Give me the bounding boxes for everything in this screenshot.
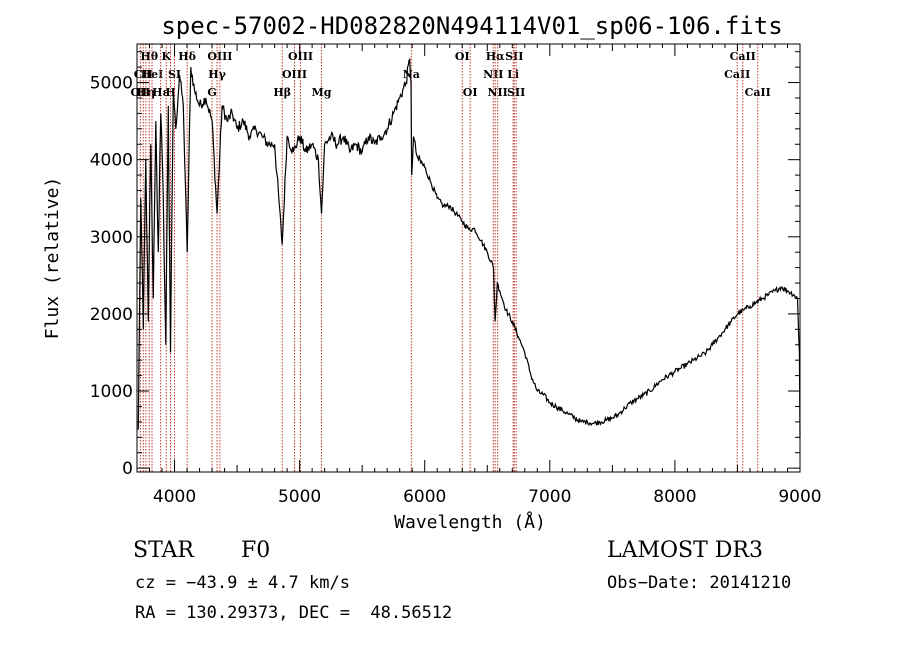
y-tick-label: 2000 xyxy=(90,305,133,325)
emission-line-label: Na xyxy=(403,68,420,81)
emission-line-label: Hγ xyxy=(208,68,226,81)
object-subclass: F0 xyxy=(241,538,271,563)
spectrum-line xyxy=(137,57,801,438)
emission-line-label: Li xyxy=(507,68,519,81)
emission-line-label: CaII xyxy=(730,50,756,63)
x-tick-label: 7000 xyxy=(528,487,571,507)
emission-line-label: OIII xyxy=(282,68,307,81)
emission-line-label: H xyxy=(165,86,175,99)
y-tick-label: 4000 xyxy=(90,151,133,171)
emission-line-label: Hα xyxy=(486,50,505,63)
x-tick-label: 5000 xyxy=(278,487,321,507)
y-tick-label: 1000 xyxy=(90,382,133,402)
obs-date: Obs−Date: 20141210 xyxy=(607,573,792,593)
emission-line-label: Hδ xyxy=(178,50,196,63)
emission-line-label: Hθ xyxy=(140,50,158,63)
emission-line-label: OI xyxy=(463,86,478,99)
coordinates: RA = 130.29373, DEC = 48.56512 xyxy=(135,603,453,623)
emission-line-label: OI xyxy=(455,50,470,63)
emission-lines: OII CII Hη Hθ HeI Hε K H Hδ SI G Hγ OIII Hβ OIII OIII Mg… xyxy=(130,44,771,472)
emission-line-label: OII xyxy=(130,86,150,99)
emission-line-label: SII xyxy=(505,50,523,63)
x-tick-label: 8000 xyxy=(653,487,696,507)
emission-line-label: Hε xyxy=(152,86,169,99)
y-tick-label: 0 xyxy=(122,459,133,479)
x-tick-label: 4000 xyxy=(153,487,196,507)
emission-line-label: NII xyxy=(487,86,507,99)
x-axis: 4000 5000 6000 7000 8000 9000 xyxy=(136,44,822,507)
emission-line-label: G xyxy=(207,86,216,99)
emission-line-label: K xyxy=(161,50,171,63)
emission-line-label: NII xyxy=(483,68,503,81)
x-axis-label: Wavelength (Å) xyxy=(394,511,546,533)
plot-frame xyxy=(136,43,801,473)
series-layer xyxy=(137,57,801,438)
y-axis-label: Flux (relative) xyxy=(42,177,63,340)
redshift-cz: cz = −43.9 ± 4.7 km/s xyxy=(135,573,350,593)
survey-name: LAMOST DR3 xyxy=(607,538,763,563)
emission-line-label: SII xyxy=(507,86,525,99)
emission-line-label: OIII xyxy=(207,50,232,63)
emission-line-label: Mg xyxy=(312,86,332,99)
y-axis: 0 1000 2000 3000 4000 5000 xyxy=(90,51,800,479)
emission-line-label: SI xyxy=(168,68,181,81)
emission-line-label: Hβ xyxy=(273,86,291,99)
emission-line-label: CaII xyxy=(724,68,750,81)
chart-title: spec-57002-HD082820N494114V01_sp06-106.f… xyxy=(161,12,782,40)
emission-line-label: HeI xyxy=(141,68,164,81)
emission-line-label: OIII xyxy=(288,50,313,63)
emission-line-label: CaII xyxy=(745,86,771,99)
emission-line-label: CII xyxy=(134,68,153,81)
spectrum-chart: spec-57002-HD082820N494114V01_sp06-106.f… xyxy=(42,12,822,533)
x-tick-label: 6000 xyxy=(403,487,446,507)
emission-line-label: Hη xyxy=(137,86,155,99)
y-tick-label: 3000 xyxy=(90,228,133,248)
object-class: STAR xyxy=(133,538,194,563)
x-tick-label: 9000 xyxy=(778,487,821,507)
y-tick-label: 5000 xyxy=(90,74,133,94)
